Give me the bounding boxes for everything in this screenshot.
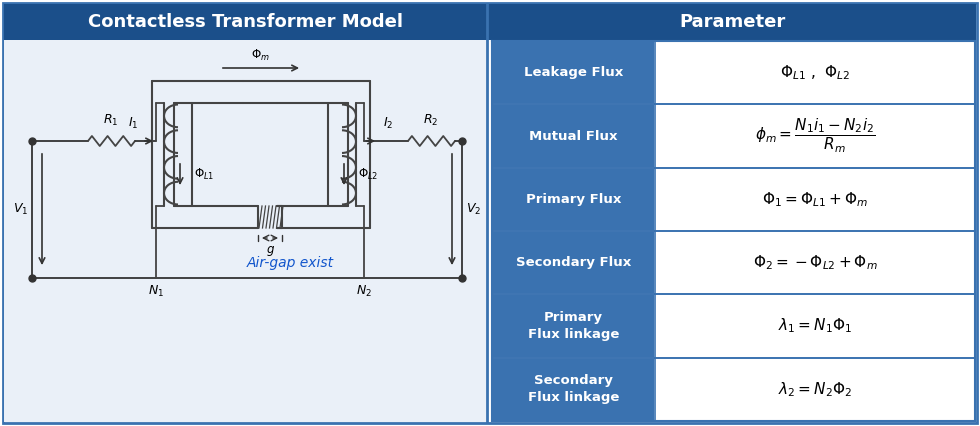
Text: $\phi_m = \dfrac{N_1 i_1 - N_2 i_2}{R_m}$: $\phi_m = \dfrac{N_1 i_1 - N_2 i_2}{R_m}… bbox=[755, 117, 875, 155]
Text: $\Phi_{L1}$ ,  $\Phi_{L2}$: $\Phi_{L1}$ , $\Phi_{L2}$ bbox=[780, 63, 851, 82]
Text: $\Phi_{L2}$: $\Phi_{L2}$ bbox=[358, 167, 378, 181]
Text: $\lambda_1 = N_1 \Phi_1$: $\lambda_1 = N_1 \Phi_1$ bbox=[778, 317, 852, 335]
FancyBboxPatch shape bbox=[656, 105, 974, 167]
FancyBboxPatch shape bbox=[493, 232, 654, 294]
FancyBboxPatch shape bbox=[656, 42, 974, 104]
FancyBboxPatch shape bbox=[4, 4, 487, 422]
FancyBboxPatch shape bbox=[493, 105, 654, 167]
Text: Primary
Flux linkage: Primary Flux linkage bbox=[528, 311, 619, 341]
Text: Mutual Flux: Mutual Flux bbox=[529, 130, 617, 143]
Text: $V_2$: $V_2$ bbox=[466, 202, 481, 217]
FancyBboxPatch shape bbox=[656, 359, 974, 420]
FancyBboxPatch shape bbox=[493, 169, 654, 230]
Text: $\Phi_m$: $\Phi_m$ bbox=[251, 48, 270, 63]
Text: $\Phi_2 = -\Phi_{L2} + \Phi_m$: $\Phi_2 = -\Phi_{L2} + \Phi_m$ bbox=[753, 253, 877, 272]
Text: Secondary Flux: Secondary Flux bbox=[515, 256, 631, 269]
Text: $N_2$: $N_2$ bbox=[356, 284, 372, 299]
FancyBboxPatch shape bbox=[3, 3, 977, 423]
Text: $\Phi_{L1}$: $\Phi_{L1}$ bbox=[194, 167, 215, 181]
Text: $\Phi_1 = \Phi_{L1} + \Phi_m$: $\Phi_1 = \Phi_{L1} + \Phi_m$ bbox=[762, 190, 868, 209]
FancyBboxPatch shape bbox=[493, 42, 654, 104]
Text: $R_1$: $R_1$ bbox=[103, 113, 119, 128]
Text: Secondary
Flux linkage: Secondary Flux linkage bbox=[528, 374, 619, 404]
FancyBboxPatch shape bbox=[656, 232, 974, 294]
FancyBboxPatch shape bbox=[656, 295, 974, 357]
Text: $\lambda_2 = N_2 \Phi_2$: $\lambda_2 = N_2 \Phi_2$ bbox=[778, 380, 852, 399]
Text: $R_2$: $R_2$ bbox=[423, 113, 439, 128]
Text: $N_1$: $N_1$ bbox=[148, 284, 164, 299]
FancyBboxPatch shape bbox=[493, 359, 654, 420]
FancyBboxPatch shape bbox=[656, 169, 974, 230]
Text: $I_1$: $I_1$ bbox=[127, 116, 138, 131]
Text: $I_2$: $I_2$ bbox=[383, 116, 393, 131]
Text: Primary Flux: Primary Flux bbox=[526, 193, 621, 206]
Text: Air-gap exist: Air-gap exist bbox=[246, 256, 333, 270]
Text: Leakage Flux: Leakage Flux bbox=[524, 66, 623, 79]
FancyBboxPatch shape bbox=[493, 295, 654, 357]
Text: $V_1$: $V_1$ bbox=[13, 202, 28, 217]
FancyBboxPatch shape bbox=[4, 4, 487, 40]
Text: Contactless Transformer Model: Contactless Transformer Model bbox=[87, 13, 403, 31]
Text: $g$: $g$ bbox=[266, 244, 274, 258]
Text: Parameter: Parameter bbox=[679, 13, 785, 31]
FancyBboxPatch shape bbox=[488, 4, 976, 40]
